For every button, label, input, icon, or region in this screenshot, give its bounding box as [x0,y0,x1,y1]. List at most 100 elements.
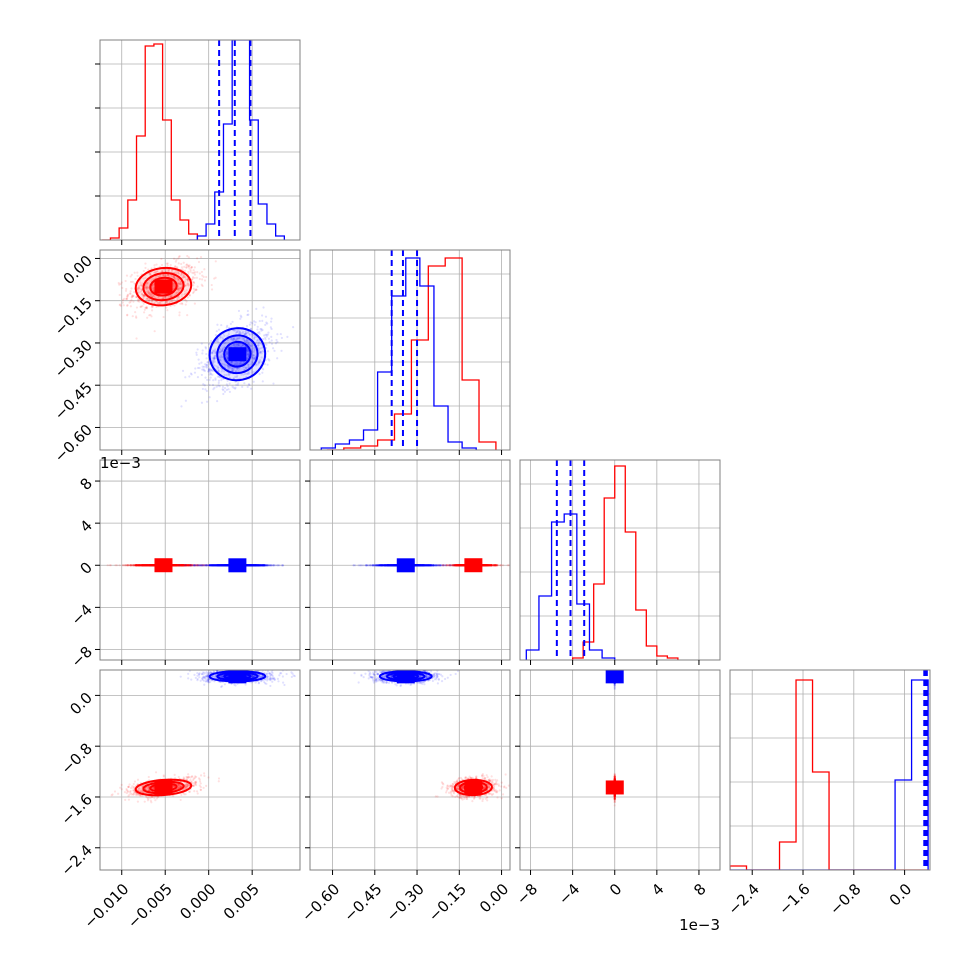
sample-point [452,564,455,567]
sample-point [188,267,191,270]
sample-point [246,353,250,356]
sample-point [146,297,149,300]
sample-point [264,564,268,567]
sample-point [493,564,496,567]
sample-point [183,265,186,268]
sample-point [217,379,221,382]
sample-point [205,363,208,367]
sample-point [196,564,199,567]
sample-point [201,564,204,567]
sample-point [203,564,206,567]
sample-point [244,332,247,335]
sample-point [129,280,133,283]
sample-point [127,564,130,567]
sample-point [127,293,130,296]
sample-point [244,330,247,333]
sample-point [150,315,153,318]
sample-point [213,386,216,389]
sample-point [491,564,495,567]
sample-point [227,365,230,368]
sample-point [212,356,216,359]
sample-point [270,327,273,331]
sample-point [213,360,216,363]
sample-point [217,368,220,372]
sample-point [274,342,278,345]
sample-point [495,564,498,567]
sample-point [204,365,207,368]
sample-point [237,309,241,313]
sample-point [217,366,220,369]
sample-point [167,270,170,273]
sample-point [182,276,185,279]
sample-point [140,288,143,291]
sample-point [202,564,205,567]
sample-point [251,356,254,359]
sample-point [168,295,171,298]
sample-point [191,242,193,244]
sample-point [236,337,239,340]
sample-point [179,280,182,283]
sample-point [267,564,270,567]
sample-point [230,369,234,372]
sample-point [193,564,197,567]
sample-point [267,564,270,567]
sample-point [247,353,250,356]
sample-point [181,276,185,279]
sample-point [150,306,154,309]
sample-point [212,350,215,353]
sample-point [208,368,211,371]
sample-point [194,564,197,567]
sample-point [165,274,168,277]
sample-point [442,564,446,567]
sample-point [234,338,237,341]
sample-point [246,348,249,352]
sample-point [191,564,194,567]
sample-point [252,358,256,361]
sample-point [272,564,275,567]
sample-point [119,304,122,308]
sample-point [139,305,142,308]
sample-point [121,286,124,290]
sample-point [225,373,228,377]
sample-point [118,283,121,286]
sample-point [170,275,173,278]
sample-point [170,295,174,298]
sample-point [163,296,166,300]
sample-point [186,278,190,281]
sample-point [186,283,189,287]
sample-point [192,564,195,567]
sample-point [209,372,212,375]
sample-point [268,564,272,567]
sample-point [232,338,235,341]
sample-point [196,257,199,260]
sample-point [248,323,251,326]
sample-point [162,274,165,277]
sample-point [177,278,180,281]
sample-point [183,280,186,283]
sample-point [240,362,243,365]
sample-point [439,564,442,567]
sample-point [452,564,455,567]
sample-point [448,564,451,567]
y-tick-label: −0.60 [51,421,96,466]
sample-point [376,564,379,567]
sample-point [178,311,181,314]
sample-point [138,300,141,303]
sample-point [227,373,230,376]
sample-point [214,377,217,380]
sample-point [170,269,174,272]
sample-point [494,564,497,567]
sample-point [241,385,244,388]
sample-point [180,405,183,408]
sample-point [261,371,264,374]
sample-point [125,298,128,301]
sample-point [276,333,279,336]
sample-point [223,370,226,373]
sample-point [126,295,129,298]
sample-point [211,368,214,372]
sample-point [200,564,203,567]
sample-point [217,337,220,341]
sample-point [140,293,144,296]
sample-point [177,255,181,258]
sample-point [264,338,267,341]
